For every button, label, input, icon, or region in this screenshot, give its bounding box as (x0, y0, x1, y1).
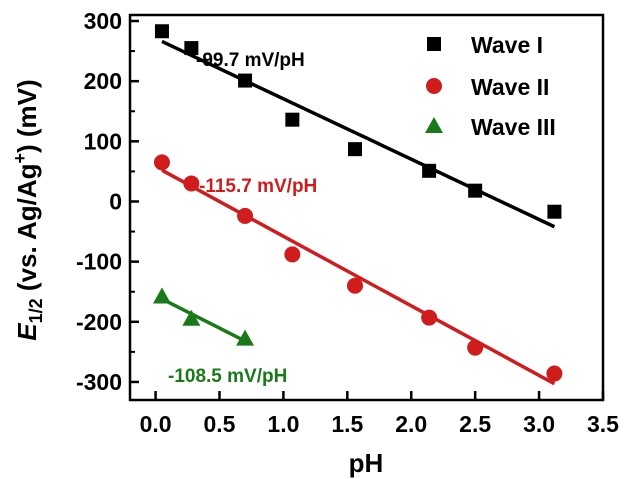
slope-annotations: -99.7 mV/pH -115.7 mV/pH -108.5 mV/pH (168, 50, 317, 387)
y-axis: -300 -200 -100 0 100 200 300 (76, 8, 139, 395)
y-tick-label: 300 (84, 8, 122, 34)
y-tick-label: 200 (84, 68, 122, 94)
data-point (346, 277, 363, 294)
data-point (153, 154, 170, 171)
data-point (237, 207, 254, 224)
y-axis-title: E1/2 (vs. Ag/Ag+) (mV) (10, 79, 46, 340)
y-tick-label: 0 (109, 188, 122, 214)
data-point (347, 142, 362, 157)
data-point (182, 309, 201, 326)
data-point (421, 309, 438, 326)
slope-annotation: -99.7 mV/pH (196, 50, 305, 71)
slope-annotation: -115.7 mV/pH (199, 176, 317, 197)
fit-lines (161, 39, 556, 386)
fit-line (161, 168, 556, 386)
data-markers (152, 24, 563, 382)
data-point (152, 287, 171, 304)
data-point (422, 163, 437, 178)
data-point (467, 339, 484, 356)
legend-label: Wave II (471, 74, 549, 100)
data-point (183, 175, 200, 192)
x-tick-label: 3.5 (587, 411, 619, 437)
data-point (468, 183, 483, 198)
fit-line (161, 297, 246, 343)
data-point (184, 41, 199, 56)
data-point (238, 73, 253, 88)
x-tick-label: 0.5 (203, 411, 235, 437)
legend-marker (427, 37, 441, 51)
data-point (236, 329, 255, 346)
legend-label: Wave I (471, 32, 543, 58)
y-tick-label: 100 (84, 128, 122, 154)
plot-frame (128, 13, 605, 402)
legend: Wave I Wave II Wave III (425, 32, 556, 140)
x-tick-label: 1.0 (267, 411, 299, 437)
data-point (154, 24, 169, 39)
y-tick-label: -100 (76, 249, 122, 275)
x-tick-label: 2.5 (459, 411, 491, 437)
data-point (284, 246, 301, 263)
y-tick-label: -200 (76, 309, 122, 335)
data-point (547, 204, 562, 219)
y-tick-label: -300 (76, 369, 122, 395)
fit-line (161, 39, 556, 229)
x-tick-label: 2.0 (395, 411, 427, 437)
data-point (546, 365, 563, 382)
x-axis-title: pH (349, 448, 384, 478)
legend-marker (425, 117, 443, 133)
legend-marker (426, 78, 442, 94)
legend-label: Wave III (471, 114, 556, 140)
x-tick-label: 1.5 (331, 411, 363, 437)
x-axis: 0.0 0.5 1.0 1.5 2.0 2.5 3.0 3.5 (140, 391, 619, 437)
x-tick-label: 3.0 (523, 411, 555, 437)
slope-annotation: -108.5 mV/pH (168, 366, 287, 387)
x-tick-label: 0.0 (140, 411, 172, 437)
data-point (285, 112, 300, 127)
